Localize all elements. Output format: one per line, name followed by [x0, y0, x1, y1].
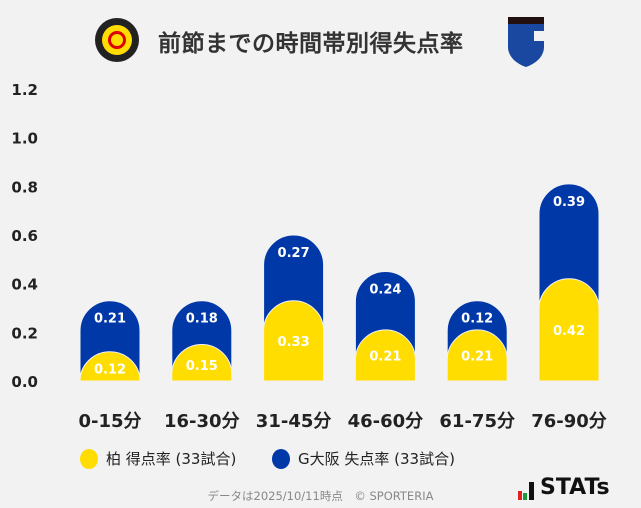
kashiwa-logo	[95, 17, 544, 67]
legend-label: G大阪 失点率 (33試合)	[298, 450, 455, 468]
data-label-kashiwa: 0.21	[461, 349, 493, 364]
bar-kashiwa-scored	[171, 344, 233, 382]
x-tick-label: 76-90分	[531, 411, 607, 432]
y-tick-label: 0.8	[11, 178, 38, 196]
bar-chart: 0.0 0.2 0.4 0.6 0.8 1.0 1.2 0.12 0.21 0-15分 0.15 0.…	[11, 81, 607, 432]
chart-title: 前節までの時間帯別得失点率	[158, 31, 464, 57]
data-label-kashiwa: 0.21	[369, 349, 401, 364]
legend-swatch-blue	[272, 448, 290, 469]
bar-kashiwa-scored	[446, 329, 508, 382]
data-label-kashiwa: 0.42	[553, 324, 585, 339]
data-label-gamba: 0.27	[278, 246, 310, 261]
x-tick-label: 0-15分	[78, 411, 141, 432]
x-tick-label: 16-30分	[164, 411, 240, 432]
bar-kashiwa-scored	[538, 278, 600, 382]
bar-kashiwa-scored	[79, 351, 141, 382]
x-tick-label: 31-45分	[256, 411, 332, 432]
legend-swatch-yellow	[80, 448, 98, 469]
y-tick-label: 0.2	[11, 324, 38, 342]
legend-label: 柏 得点率 (33試合)	[106, 450, 237, 468]
data-label-gamba: 0.24	[369, 283, 401, 298]
data-label-gamba: 0.12	[461, 312, 493, 327]
y-tick-label: 0.4	[11, 276, 38, 294]
x-tick-label: 46-60分	[348, 411, 424, 432]
bar-kashiwa-scored	[354, 329, 416, 382]
legend-item-kashiwa: 柏 得点率 (33試合)	[80, 448, 236, 469]
data-label-kashiwa: 0.15	[186, 359, 218, 374]
y-tick-label: 1.0	[11, 130, 38, 148]
data-label-gamba: 0.21	[94, 312, 126, 327]
bar-kashiwa-scored	[263, 300, 325, 382]
data-label-kashiwa: 0.12	[94, 362, 126, 377]
stats-brand-text: STATs	[540, 475, 610, 500]
data-label-gamba: 0.18	[186, 312, 218, 327]
y-tick-label: 0.0	[11, 373, 38, 391]
footer-note: データは2025/10/11時点 © SPORTERIA	[207, 489, 434, 503]
data-label-gamba: 0.39	[553, 195, 585, 210]
x-tick-label: 61-75分	[439, 411, 515, 432]
legend-item-gamba: G大阪 失点率 (33試合)	[272, 448, 455, 469]
data-label-kashiwa: 0.33	[278, 335, 310, 350]
y-tick-label: 1.2	[11, 81, 38, 99]
y-tick-label: 0.6	[11, 227, 38, 245]
stats-logo: STATs	[518, 475, 610, 500]
